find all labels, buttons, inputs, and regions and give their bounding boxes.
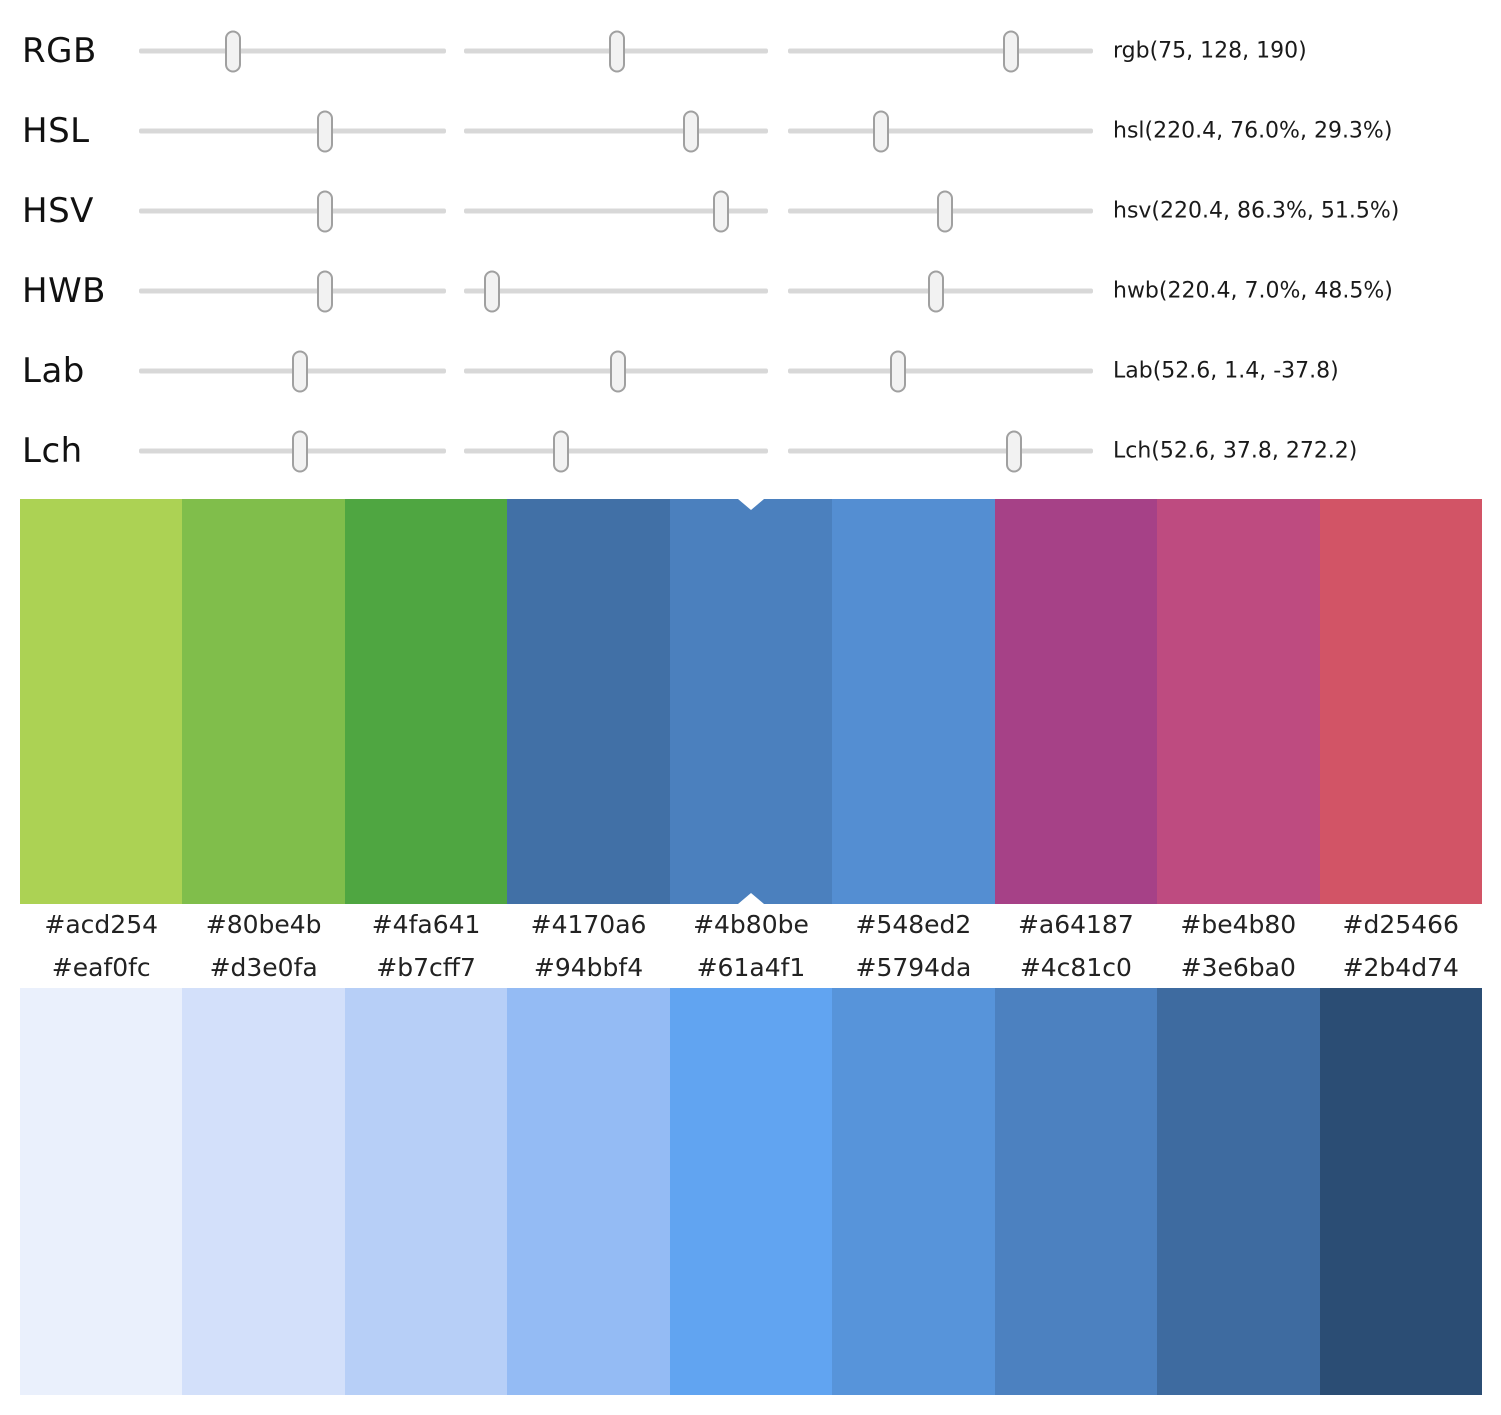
hue-palette-hex-row: #acd254 #80be4b #4fa641 #4170a6 #4b80be … [20,904,1482,946]
palette-swatch[interactable] [344,988,508,1395]
swatch-hex-label: #4b80be [693,910,809,939]
swatch-hex-label: #4c81c0 [1019,953,1132,982]
lightness-palette-hex-row: #eaf0fc #d3e0fa #b7cff7 #94bbf4 #61a4f1 … [20,947,1482,989]
slider-handle[interactable] [936,190,953,232]
slider-track[interactable] [139,110,446,152]
slider-row: HSL hsl(220.4, 76.0%, 29.3%) [0,91,1501,171]
palette-swatch[interactable] [994,988,1158,1395]
swatch-hex-label: #548ed2 [855,910,972,939]
slider-handle[interactable] [317,190,334,232]
slider-handle[interactable] [889,350,906,392]
slider-value: hsv(220.4, 86.3%, 51.5%) [1113,198,1400,224]
swatch-hex-label: #be4b80 [1180,910,1297,939]
swatch-hex-label: #80be4b [205,910,322,939]
slider-value: rgb(75, 128, 190) [1113,38,1307,64]
palette-swatch[interactable] [669,988,833,1395]
swatch-hex-label: #94bbf4 [533,953,644,982]
slider-handle[interactable] [292,350,309,392]
palette-swatch[interactable] [1319,988,1482,1395]
slider-track[interactable] [139,350,446,392]
slider-handle[interactable] [609,350,626,392]
slider-row-label: RGB [22,31,97,71]
slider-row: HSV hsv(220.4, 86.3%, 51.5%) [0,171,1501,251]
slider-handle[interactable] [553,430,570,472]
palette-swatch[interactable] [1157,988,1320,1395]
slider-track[interactable] [788,270,1093,312]
palette-swatch[interactable] [832,499,995,904]
palette-swatch[interactable] [994,499,1158,904]
slider-track[interactable] [139,270,446,312]
swatch-hex-label: #3e6ba0 [1180,953,1296,982]
palette-swatch[interactable] [507,988,670,1395]
slider-row: HWB hwb(220.4, 7.0%, 48.5%) [0,251,1501,331]
slider-row: Lch Lch(52.6, 37.8, 272.2) [0,411,1501,491]
slider-value: hwb(220.4, 7.0%, 48.5%) [1113,278,1393,304]
slider-handle[interactable] [872,110,889,152]
slider-track[interactable] [788,30,1093,72]
swatch-hex-label: #a64187 [1017,910,1134,939]
slider-track[interactable] [464,30,768,72]
slider-track[interactable] [788,430,1093,472]
slider-track[interactable] [464,350,768,392]
swatch-hex-label: #61a4f1 [696,953,806,982]
slider-handle[interactable] [712,190,729,232]
swatch-hex-label: #5794da [855,953,972,982]
palette-swatch[interactable] [344,499,508,904]
swatch-hex-label: #4170a6 [530,910,647,939]
palette-swatch[interactable] [20,499,183,904]
slider-handle[interactable] [317,270,334,312]
swatch-hex-label: #acd254 [44,910,159,939]
slider-handle[interactable] [292,430,309,472]
slider-row: Lab Lab(52.6, 1.4, -37.8) [0,331,1501,411]
slider-track[interactable] [788,190,1093,232]
sliders-panel: RGB rgb(75, 128, 190) HSL hsl(220.4, 76.… [0,11,1501,491]
palette-swatch[interactable] [507,499,670,904]
slider-track[interactable] [788,350,1093,392]
slider-track[interactable] [464,270,768,312]
palette-swatch[interactable] [182,988,345,1395]
swatch-hex-label: #d3e0fa [209,953,318,982]
slider-track[interactable] [464,190,768,232]
slider-track[interactable] [464,430,768,472]
slider-track[interactable] [788,110,1093,152]
slider-handle[interactable] [484,270,501,312]
slider-handle[interactable] [224,30,241,72]
slider-track[interactable] [464,110,768,152]
palette-swatch[interactable] [1319,499,1482,904]
palette-swatch[interactable] [669,499,833,904]
swatch-hex-label: #4fa641 [371,910,481,939]
palette-swatch[interactable] [20,988,183,1395]
slider-handle[interactable] [1003,30,1020,72]
slider-value: Lab(52.6, 1.4, -37.8) [1113,358,1339,384]
slider-handle[interactable] [682,110,699,152]
slider-row-label: Lab [22,351,85,391]
palette-swatch[interactable] [1157,499,1320,904]
lightness-palette [20,988,1482,1395]
slider-row-label: Lch [22,431,83,471]
slider-track[interactable] [139,30,446,72]
slider-value: Lch(52.6, 37.8, 272.2) [1113,438,1358,464]
slider-row-label: HSL [22,111,90,151]
slider-handle[interactable] [608,30,625,72]
palette-swatch[interactable] [182,499,345,904]
slider-row: RGB rgb(75, 128, 190) [0,11,1501,91]
swatch-hex-label: #eaf0fc [51,953,151,982]
palette-swatch[interactable] [832,988,995,1395]
slider-handle[interactable] [928,270,945,312]
slider-row-label: HSV [22,191,94,231]
selection-marker-top-icon [737,499,764,510]
slider-track[interactable] [139,430,446,472]
slider-value: hsl(220.4, 76.0%, 29.3%) [1113,118,1393,144]
slider-row-label: HWB [22,271,107,311]
slider-handle[interactable] [1006,430,1023,472]
swatch-hex-label: #d25466 [1342,910,1459,939]
swatch-hex-label: #b7cff7 [376,953,476,982]
hue-palette [20,499,1482,904]
selection-marker-bottom-icon [737,893,764,904]
slider-handle[interactable] [317,110,334,152]
slider-track[interactable] [139,190,446,232]
swatch-hex-label: #2b4d74 [1342,953,1459,982]
